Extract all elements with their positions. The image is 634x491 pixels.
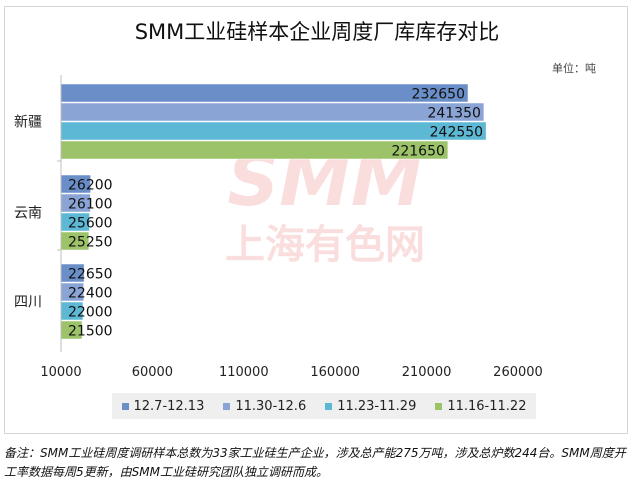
legend-item: 11.23-11.29 <box>325 399 416 414</box>
x-tick-label: 160000 <box>310 365 360 380</box>
x-tick-label: 10000 <box>40 365 81 380</box>
bar <box>60 121 487 141</box>
data-label: 22400 <box>68 286 113 302</box>
x-tick-label: 260000 <box>493 365 543 380</box>
chart-title: SMM工业硅样本企业周度厂库库存对比 <box>134 20 500 44</box>
x-axis: 10000 60000 110000 160000 210000 260000 <box>40 365 543 380</box>
legend-item: 11.30-12.6 <box>223 399 306 414</box>
category-label: 云南 <box>14 206 42 222</box>
chart-frame <box>4 6 628 434</box>
bar-chart: SMM 上海有色网 232650241350242550221650262002… <box>14 75 543 380</box>
legend: 12.7-12.13 11.30-12.6 11.23-11.29 11.16-11.… <box>112 393 536 419</box>
legend-label: 12.7-12.13 <box>133 398 205 414</box>
bar <box>60 140 449 160</box>
legend-item: 11.16-11.22 <box>435 399 526 414</box>
x-tick-label: 60000 <box>132 365 173 380</box>
x-tick-label: 110000 <box>219 365 269 380</box>
category-label: 新疆 <box>14 115 42 131</box>
bar <box>60 102 485 122</box>
legend-item: 12.7-12.13 <box>121 398 205 414</box>
x-tick-label: 210000 <box>402 365 452 380</box>
data-label: 221650 <box>391 144 444 160</box>
bar <box>60 83 469 103</box>
legend-swatch <box>121 402 129 410</box>
data-label: 21500 <box>68 324 113 340</box>
data-label: 22650 <box>68 267 113 283</box>
data-label: 25250 <box>68 235 113 251</box>
legend-swatch <box>435 402 443 410</box>
watermark-chinese: 上海有色网 <box>225 222 425 268</box>
data-label: 241350 <box>427 106 480 122</box>
data-label: 232650 <box>412 87 465 103</box>
data-label: 242550 <box>430 125 483 141</box>
legend-swatch <box>325 402 333 410</box>
data-label: 22000 <box>68 305 113 321</box>
unit-label: 单位：吨 <box>552 62 596 75</box>
legend-swatch <box>223 402 231 410</box>
data-label: 26200 <box>68 178 113 194</box>
legend-label: 11.16-11.22 <box>447 398 527 414</box>
data-label: 25600 <box>68 216 113 232</box>
footnote: 备注：SMM工业硅周度调研样本总数为33家工业硅生产企业，涉及总产能275万吨，… <box>4 446 626 479</box>
data-label: 26100 <box>68 197 113 213</box>
category-label: 四川 <box>14 295 42 311</box>
bars-group: 232650 241350 242550 221650 26200 26100 25600 2… <box>60 83 487 340</box>
legend-label: 11.30-12.6 <box>235 398 307 414</box>
legend-label: 11.23-11.29 <box>337 398 417 414</box>
